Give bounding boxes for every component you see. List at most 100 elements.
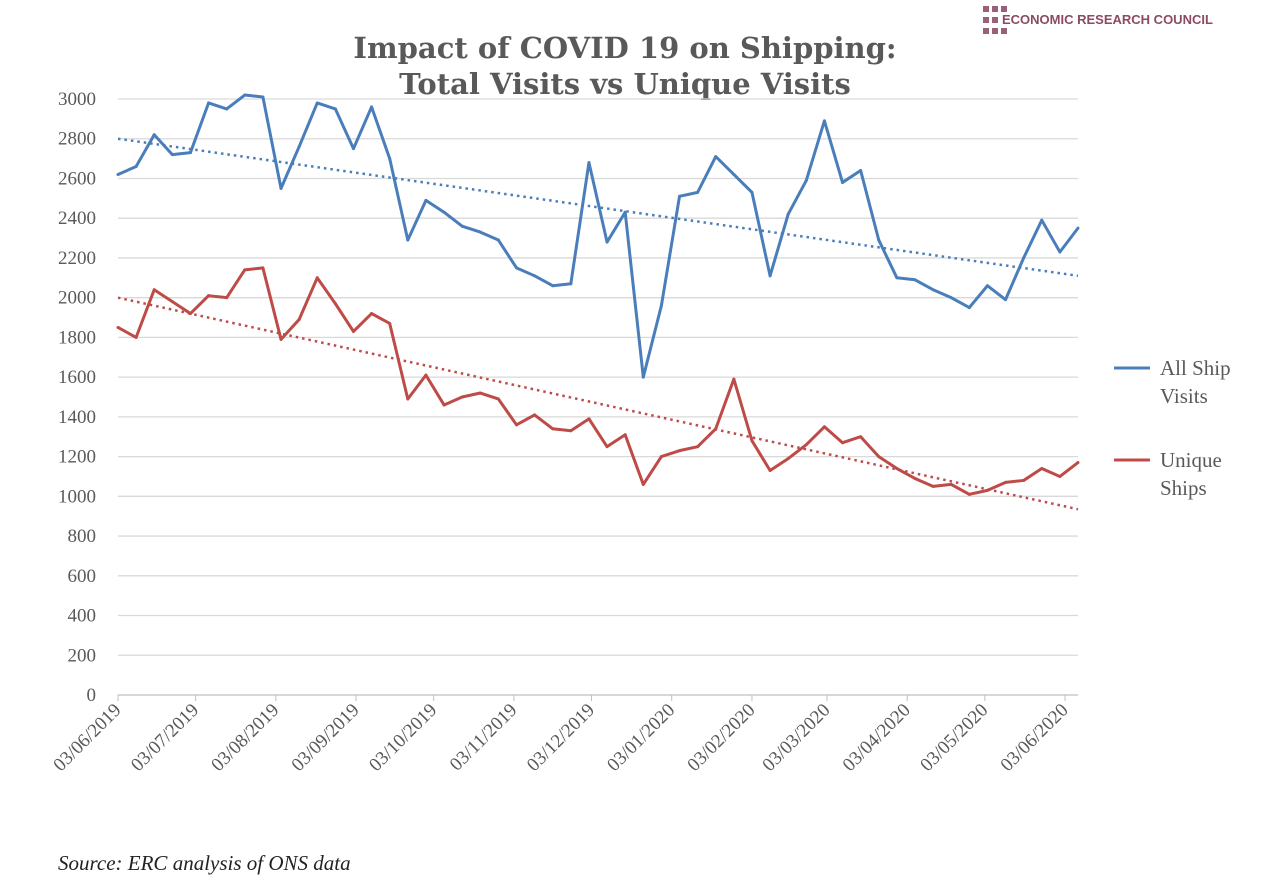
- data-point: [388, 157, 392, 161]
- data-point: [569, 429, 573, 433]
- data-point: [261, 266, 265, 270]
- data-point: [678, 449, 682, 453]
- data-point: [370, 312, 374, 316]
- data-point: [841, 441, 845, 445]
- y-tick-label: 2600: [58, 168, 96, 189]
- data-point: [877, 238, 881, 242]
- data-point: [279, 337, 283, 341]
- data-point: [786, 457, 790, 461]
- data-point: [605, 240, 609, 244]
- data-point: [170, 153, 174, 157]
- data-point: [406, 238, 410, 242]
- data-point: [333, 107, 337, 111]
- data-point: [1022, 256, 1026, 260]
- data-point: [478, 230, 482, 234]
- data-point: [188, 151, 192, 155]
- data-point: [116, 325, 120, 329]
- data-point: [605, 445, 609, 449]
- x-tick-label: 03/10/2019: [365, 700, 441, 776]
- y-tick-label: 400: [68, 606, 97, 627]
- data-point: [913, 278, 917, 282]
- data-point: [551, 284, 555, 288]
- y-tick-label: 1400: [58, 407, 96, 428]
- y-tick-label: 3000: [58, 89, 96, 110]
- x-tick-label: 03/06/2020: [997, 700, 1073, 776]
- data-point: [116, 172, 120, 176]
- logo-square: [992, 6, 998, 12]
- data-point: [714, 427, 718, 431]
- series-line-unique-ships: [117, 266, 1079, 496]
- x-tick-label: 03/06/2019: [49, 700, 125, 776]
- data-point: [931, 484, 935, 488]
- x-tick-label: 03/02/2020: [683, 700, 759, 776]
- data-point: [315, 276, 319, 280]
- y-tick-label: 1200: [58, 447, 96, 468]
- data-point: [388, 321, 392, 325]
- data-point: [1022, 478, 1026, 482]
- x-tick-label: 03/12/2019: [523, 700, 599, 776]
- trendline-all-ship-visits: [117, 137, 1079, 278]
- data-point: [804, 178, 808, 182]
- data-point: [949, 482, 953, 486]
- data-point: [442, 210, 446, 214]
- data-point: [732, 377, 736, 381]
- y-tick-label: 200: [68, 645, 97, 666]
- data-point: [949, 296, 953, 300]
- data-point: [822, 119, 826, 123]
- data-point: [1058, 474, 1062, 478]
- data-point: [1040, 218, 1044, 222]
- data-point: [1076, 226, 1080, 230]
- data-point: [261, 95, 265, 99]
- y-tick-label: 600: [68, 566, 97, 587]
- x-tick-label: 03/03/2020: [758, 700, 834, 776]
- data-point: [931, 288, 935, 292]
- data-point: [587, 161, 591, 165]
- data-point: [985, 488, 989, 492]
- data-point: [225, 296, 229, 300]
- trendline-unique-ships: [117, 296, 1079, 511]
- source-note: Source: ERC analysis of ONS data: [58, 851, 351, 875]
- logo-square: [1001, 6, 1007, 12]
- data-point: [1004, 298, 1008, 302]
- data-point: [1040, 467, 1044, 471]
- data-point: [514, 266, 518, 270]
- data-point: [225, 107, 229, 111]
- data-point: [714, 155, 718, 159]
- data-point: [587, 417, 591, 421]
- logo-square: [1001, 28, 1007, 34]
- data-point: [243, 93, 247, 97]
- data-point: [641, 375, 645, 379]
- data-point: [424, 198, 428, 202]
- x-tick-label: 03/08/2019: [207, 700, 283, 776]
- data-point: [1058, 250, 1062, 254]
- y-tick-label: 0: [87, 685, 97, 706]
- data-point: [985, 284, 989, 288]
- data-point: [496, 238, 500, 242]
- data-point: [514, 423, 518, 427]
- data-point: [859, 435, 863, 439]
- data-point: [188, 312, 192, 316]
- x-tick-label: 03/11/2019: [446, 700, 522, 776]
- data-point: [406, 397, 410, 401]
- data-point: [351, 147, 355, 151]
- data-point: [659, 455, 663, 459]
- data-point: [569, 282, 573, 286]
- data-point: [913, 476, 917, 480]
- data-point: [750, 190, 754, 194]
- data-point: [478, 391, 482, 395]
- data-point: [1004, 480, 1008, 484]
- legend-label: Ships: [1160, 476, 1207, 500]
- logo-square: [992, 28, 998, 34]
- x-tick-label: 03/07/2019: [127, 700, 203, 776]
- x-tick-label: 03/05/2020: [916, 700, 992, 776]
- series-line-all-ship-visits: [117, 93, 1080, 379]
- data-point: [786, 212, 790, 216]
- logo-square: [983, 28, 989, 34]
- data-point: [859, 169, 863, 173]
- data-point: [460, 224, 464, 228]
- y-tick-label: 800: [68, 526, 97, 547]
- logo-text: ECONOMIC RESEARCH COUNCIL: [1002, 12, 1213, 27]
- data-point: [623, 433, 627, 437]
